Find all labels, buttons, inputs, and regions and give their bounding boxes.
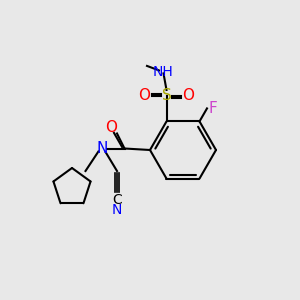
Text: O: O [105, 120, 117, 135]
Text: C: C [112, 193, 122, 206]
Text: N: N [112, 203, 122, 217]
Text: S: S [162, 88, 171, 104]
Text: O: O [139, 88, 151, 104]
Text: NH: NH [153, 65, 174, 79]
Text: F: F [208, 101, 217, 116]
Text: O: O [182, 88, 194, 104]
Text: N: N [96, 141, 108, 156]
